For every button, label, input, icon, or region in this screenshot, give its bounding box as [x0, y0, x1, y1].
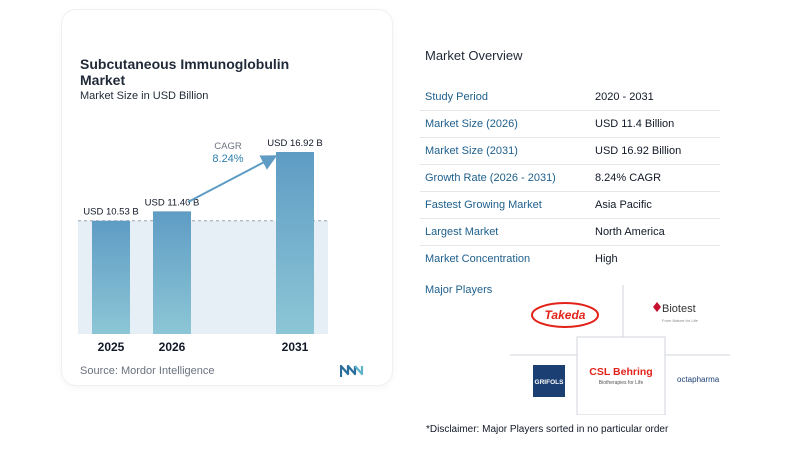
data-label-2031: USD 16.92 B [267, 138, 322, 149]
row-key: Largest Market [425, 226, 499, 238]
row-key: Study Period [425, 91, 488, 103]
row-key: Market Size (2026) [425, 118, 518, 130]
source-name: Mordor Intelligence [120, 365, 215, 377]
bar-2025 [92, 220, 130, 334]
overview-title: Market Overview [425, 48, 523, 63]
overview-row: Fastest Growing Market Asia Pacific [420, 192, 720, 219]
biotest-tagline: From Nature for Life [662, 318, 699, 323]
row-key: Market Size (2031) [425, 145, 518, 157]
disclaimer: *Disclaimer: Major Players sorted in no … [426, 424, 669, 435]
overview-row: Largest Market North America [420, 219, 720, 246]
data-label-2025: USD 10.53 B [83, 207, 138, 218]
csl-behring-logo-icon: CSL Behring Biotherapies for Life [589, 366, 652, 386]
row-value: Asia Pacific [595, 199, 652, 211]
overview-row: Market Size (2031) USD 16.92 Billion [420, 138, 720, 165]
overview-row: Market Size (2026) USD 11.4 Billion [420, 111, 720, 138]
row-value: USD 11.4 Billion [595, 118, 675, 130]
overview-row: Study Period 2020 - 2031 [420, 84, 720, 111]
row-value: 2020 - 2031 [595, 91, 654, 103]
row-key: Fastest Growing Market [425, 199, 542, 211]
tick-label-2025: 2025 [98, 340, 125, 354]
takeda-logo-icon: Takeda [531, 302, 599, 328]
row-value: USD 16.92 Billion [595, 145, 682, 157]
source-line: Source: Mordor Intelligence [80, 365, 215, 377]
chart-title: Subcutaneous Immunoglobulin Market [80, 56, 290, 88]
bar-2026 [153, 211, 191, 334]
mordor-logo-icon [340, 364, 364, 377]
row-value: 8.24% CAGR [595, 172, 662, 184]
row-value: North America [595, 226, 665, 238]
tick-label-2031: 2031 [282, 340, 309, 354]
row-key: Market Concentration [425, 253, 531, 265]
players-title: Major Players [425, 284, 493, 296]
bar-2031 [276, 152, 314, 334]
overview-table: Study Period 2020 - 2031 Market Size (202… [420, 84, 720, 273]
tick-label-2026: 2026 [159, 340, 186, 354]
takeda-name: Takeda [545, 308, 586, 322]
cagr-label: CAGR [214, 141, 242, 152]
biotest-logo-icon: Biotest From Nature for Life [653, 302, 699, 323]
octapharma-name: octapharma [677, 375, 720, 384]
overview-row: Growth Rate (2026 - 2031) 8.24% CAGR [420, 165, 720, 192]
row-value: High [595, 253, 618, 265]
grifols-logo-icon: GRIFOLS [533, 365, 565, 397]
source-label: Source: [80, 365, 118, 377]
row-key: Growth Rate (2026 - 2031) [425, 172, 556, 184]
biotest-name: Biotest [662, 303, 696, 315]
octapharma-logo-icon: octapharma [677, 375, 720, 384]
cagr-arrow [187, 155, 278, 203]
csl-behring-name: CSL Behring [589, 366, 652, 378]
overview-row: Market Concentration High [420, 246, 720, 273]
grifols-name: GRIFOLS [535, 379, 565, 386]
cagr-value: 8.24% [212, 153, 243, 165]
data-label-2026: USD 11.40 B [145, 197, 200, 208]
players-grid: Takeda Biotest From Nature for Life GRIF… [510, 285, 730, 415]
chart-subtitle: Market Size in USD Billion [80, 90, 209, 102]
bar-chart: USD 10.53 B 2025 USD 11.40 B 2026 USD 16.92 … [78, 138, 328, 354]
csl-behring-tagline: Biotherapies for Life [599, 380, 644, 386]
